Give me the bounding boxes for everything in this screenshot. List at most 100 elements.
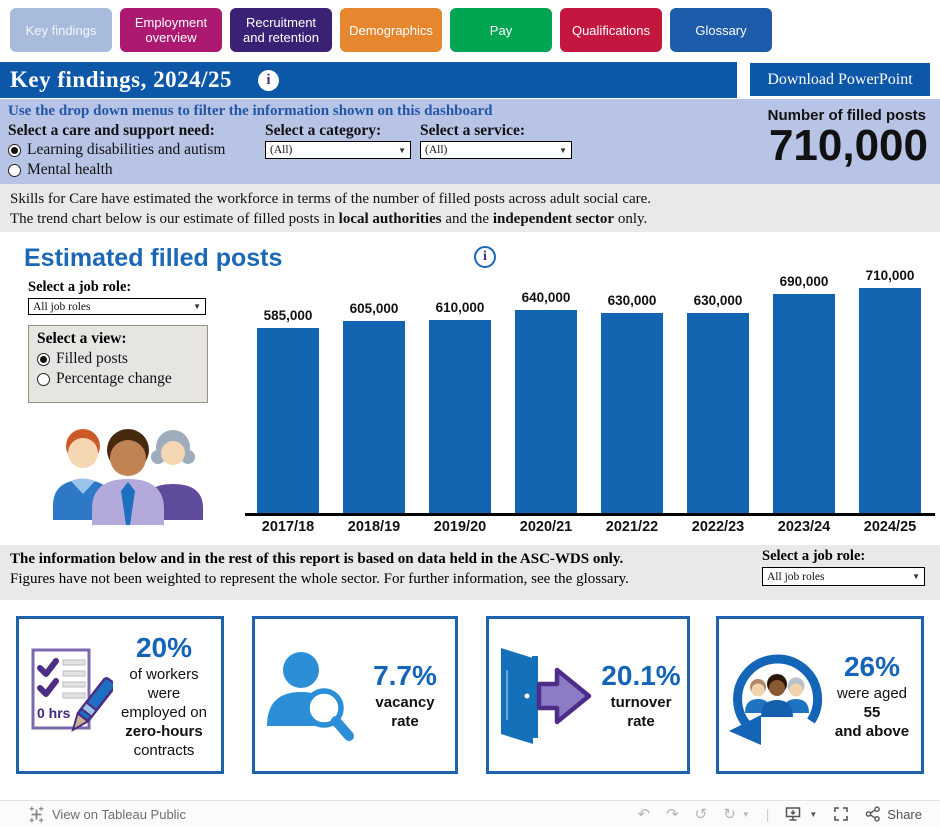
bar-rect[interactable] bbox=[859, 288, 921, 513]
aged-55-line-1: were aged 55 bbox=[836, 684, 908, 721]
category-select[interactable]: (All) ▼ bbox=[265, 141, 411, 159]
x-axis-tick-label: 2023/24 bbox=[777, 519, 831, 535]
service-select-value: (All) bbox=[425, 144, 448, 156]
bar-2020-21[interactable]: 640,000 bbox=[503, 290, 589, 513]
bar-value-label: 710,000 bbox=[865, 268, 915, 283]
bar-2023-24[interactable]: 690,000 bbox=[761, 274, 847, 513]
radio-learning-disabilities-and-autism[interactable]: Learning disabilities and autism bbox=[8, 141, 225, 159]
job-role-select[interactable]: All job roles ▼ bbox=[28, 298, 206, 315]
toolbar-divider: | bbox=[765, 806, 770, 822]
bar-rect[interactable] bbox=[687, 313, 749, 513]
bar-rect[interactable] bbox=[773, 294, 835, 513]
view-on-tableau-label: View on Tableau Public bbox=[52, 806, 186, 822]
zero-hours-value: 20% bbox=[135, 631, 193, 663]
zero-hours-line-4: contracts bbox=[133, 741, 195, 759]
chart-section: Estimated filled posts i Select a job ro… bbox=[0, 232, 940, 545]
vacancy-rate-card: 7.7% vacancy rate bbox=[252, 616, 458, 774]
intro-line-2: The trend chart below is our estimate of… bbox=[10, 211, 648, 227]
download-caret-icon[interactable]: ▼ bbox=[809, 809, 818, 819]
tableau-toolbar: View on Tableau Public ↶ ↷ ↺ ↻ ▼ | ▼ bbox=[0, 800, 940, 827]
tab-employment-overview[interactable]: Employment overview bbox=[120, 8, 222, 52]
svg-text:0 hrs: 0 hrs bbox=[37, 705, 71, 721]
care-need-label: Select a care and support need: bbox=[8, 122, 215, 139]
job-role-2-select[interactable]: All job roles ▼ bbox=[762, 567, 925, 586]
age-cycle-people-icon bbox=[729, 654, 823, 745]
zero-hours-card: 0 hrs 20% of workers were employed on ze… bbox=[16, 616, 224, 774]
radio-button-icon bbox=[37, 372, 50, 386]
bar-2017-18[interactable]: 585,000 bbox=[245, 308, 331, 513]
bar-2024-25[interactable]: 710,000 bbox=[847, 268, 933, 513]
job-role-2-label: Select a job role: bbox=[762, 548, 866, 564]
turnover-rate-label: turnover rate bbox=[610, 694, 672, 730]
share-icon bbox=[865, 806, 881, 822]
care-need-radio-group: Learning disabilities and autism Mental h… bbox=[8, 141, 225, 179]
info-icon[interactable]: i bbox=[258, 69, 280, 91]
radio-percentage-change[interactable]: Percentage change bbox=[37, 370, 199, 388]
page-title: Key findings, 2024/25 bbox=[10, 67, 233, 92]
redo-icon[interactable]: ↷ bbox=[666, 805, 679, 823]
bar-2018-19[interactable]: 605,000 bbox=[331, 301, 417, 513]
radio-label: Filled posts bbox=[56, 350, 128, 367]
job-role-select-value: All job roles bbox=[33, 300, 91, 313]
filter-band: Use the drop down menus to filter the in… bbox=[0, 99, 940, 184]
turnover-rate-value: 20.1% bbox=[601, 660, 681, 691]
bar-rect[interactable] bbox=[257, 328, 319, 513]
bar-rect[interactable] bbox=[429, 320, 491, 513]
tab-pay[interactable]: Pay bbox=[450, 8, 552, 52]
tab-qualifications[interactable]: Qualifications bbox=[560, 8, 662, 52]
x-axis-tick-label: 2021/22 bbox=[605, 519, 659, 535]
intro-line-1: Skills for Care have estimated the workf… bbox=[10, 191, 652, 207]
intro-text: Skills for Care have estimated the workf… bbox=[0, 184, 940, 232]
revert-icon[interactable]: ↺ bbox=[694, 805, 708, 823]
tab-glossary[interactable]: Glossary bbox=[670, 8, 772, 52]
chart-title: Estimated filled posts bbox=[24, 244, 283, 272]
service-label: Select a service: bbox=[420, 122, 525, 139]
refresh-caret-icon[interactable]: ▼ bbox=[741, 809, 750, 819]
tab-demographics[interactable]: Demographics bbox=[340, 8, 442, 52]
bar-2022-23[interactable]: 630,000 bbox=[675, 293, 761, 513]
radio-mental-health[interactable]: Mental health bbox=[8, 161, 225, 179]
chart-info-icon[interactable]: i bbox=[474, 246, 496, 268]
bar-value-label: 585,000 bbox=[263, 308, 313, 323]
radio-filled-posts[interactable]: Filled posts bbox=[37, 350, 199, 368]
tab-recruitment-and-retention[interactable]: Recruitment and retention bbox=[230, 8, 332, 52]
dropdown-caret-icon: ▼ bbox=[912, 572, 920, 581]
bar-value-label: 630,000 bbox=[693, 293, 743, 308]
bar-chart: 585,000 605,000 610,000 640,000 630,000 630,0… bbox=[245, 260, 933, 513]
door-exit-arrow-icon bbox=[501, 648, 592, 744]
x-axis-tick-label: 2019/20 bbox=[433, 519, 487, 535]
bar-rect[interactable] bbox=[601, 313, 663, 513]
bar-2021-22[interactable]: 630,000 bbox=[589, 293, 675, 513]
bar-rect[interactable] bbox=[343, 321, 405, 513]
job-role-2-select-value: All job roles bbox=[767, 570, 825, 583]
download-powerpoint-label: Download PowerPoint bbox=[767, 70, 913, 88]
ascwds-line-2: Figures have not been weighted to repres… bbox=[10, 571, 629, 587]
view-selector-label: Select a view: bbox=[37, 330, 127, 347]
view-radio-group: Filled posts Percentage change bbox=[37, 350, 199, 388]
tableau-logo-icon bbox=[29, 806, 44, 822]
bar-value-label: 640,000 bbox=[521, 290, 571, 305]
bar-value-label: 610,000 bbox=[435, 300, 485, 315]
person-magnifier-icon bbox=[267, 652, 354, 741]
tab-key-findings[interactable]: Key findings bbox=[10, 8, 112, 52]
share-button[interactable]: Share bbox=[865, 806, 922, 822]
view-on-tableau-link[interactable]: View on Tableau Public bbox=[28, 806, 186, 823]
aged-55-value: 26% bbox=[843, 650, 901, 682]
dropdown-caret-icon: ▼ bbox=[193, 302, 201, 311]
x-axis-tick-label: 2017/18 bbox=[261, 519, 315, 535]
aged-55-line-2: and above bbox=[834, 722, 910, 740]
fullscreen-icon[interactable] bbox=[833, 806, 849, 822]
zero-hours-line-2: employed on bbox=[121, 703, 207, 721]
undo-icon[interactable]: ↶ bbox=[637, 805, 651, 823]
vacancy-rate-value: 7.7% bbox=[373, 660, 437, 691]
refresh-icon[interactable]: ↻ bbox=[723, 805, 736, 823]
service-select[interactable]: (All) ▼ bbox=[420, 141, 572, 159]
x-axis-tick-label: 2022/23 bbox=[691, 519, 745, 535]
x-axis-tick-label: 2018/19 bbox=[347, 519, 401, 535]
download-icon[interactable] bbox=[785, 806, 803, 822]
bar-rect[interactable] bbox=[515, 310, 577, 513]
download-powerpoint-button[interactable]: Download PowerPoint bbox=[750, 63, 930, 96]
bar-2019-20[interactable]: 610,000 bbox=[417, 300, 503, 513]
x-axis-tick-label: 2024/25 bbox=[863, 519, 917, 535]
radio-label: Percentage change bbox=[56, 370, 172, 387]
